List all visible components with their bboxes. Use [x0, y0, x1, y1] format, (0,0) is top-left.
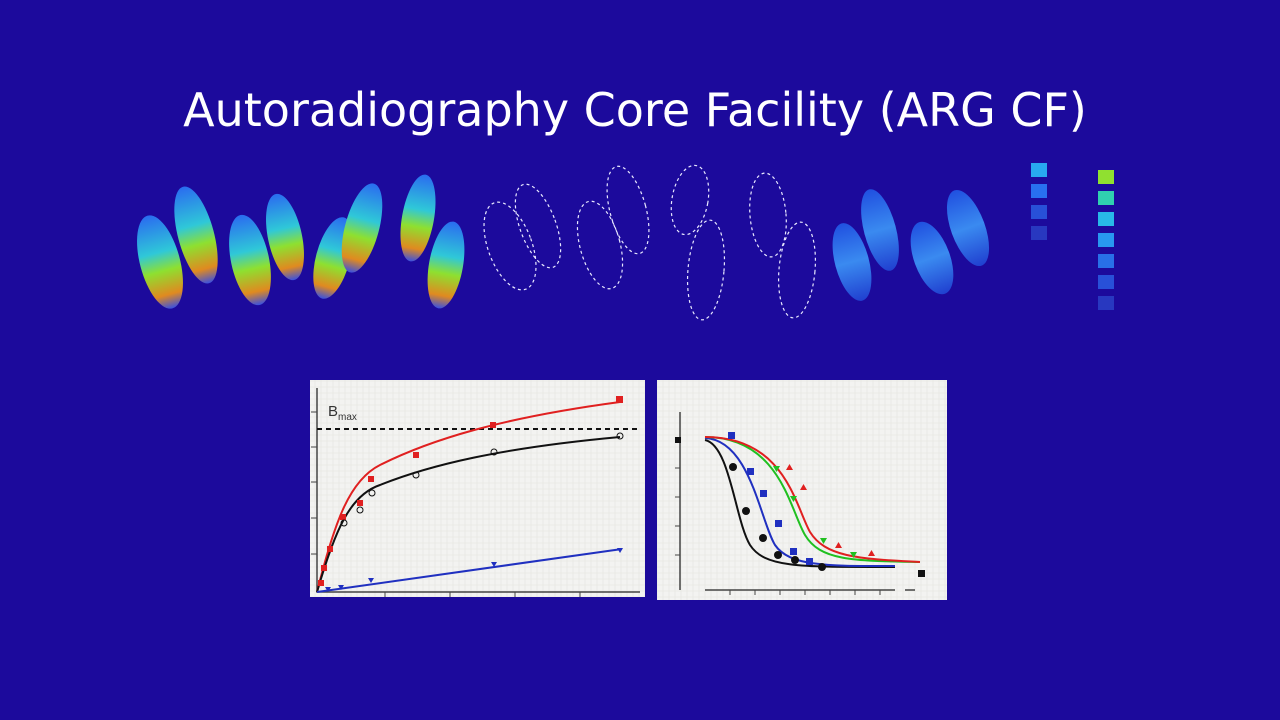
slices	[137, 164, 990, 321]
bmax-label: Bmax	[328, 403, 357, 423]
color-scale	[1031, 163, 1114, 310]
competition-plot	[657, 380, 947, 600]
bmax-subscript: max	[338, 412, 357, 423]
title: Autoradiography Core Facility (ARG CF)	[183, 83, 1087, 137]
bmax-main: B	[328, 403, 338, 420]
saturation-plot: Bmax	[310, 380, 645, 597]
